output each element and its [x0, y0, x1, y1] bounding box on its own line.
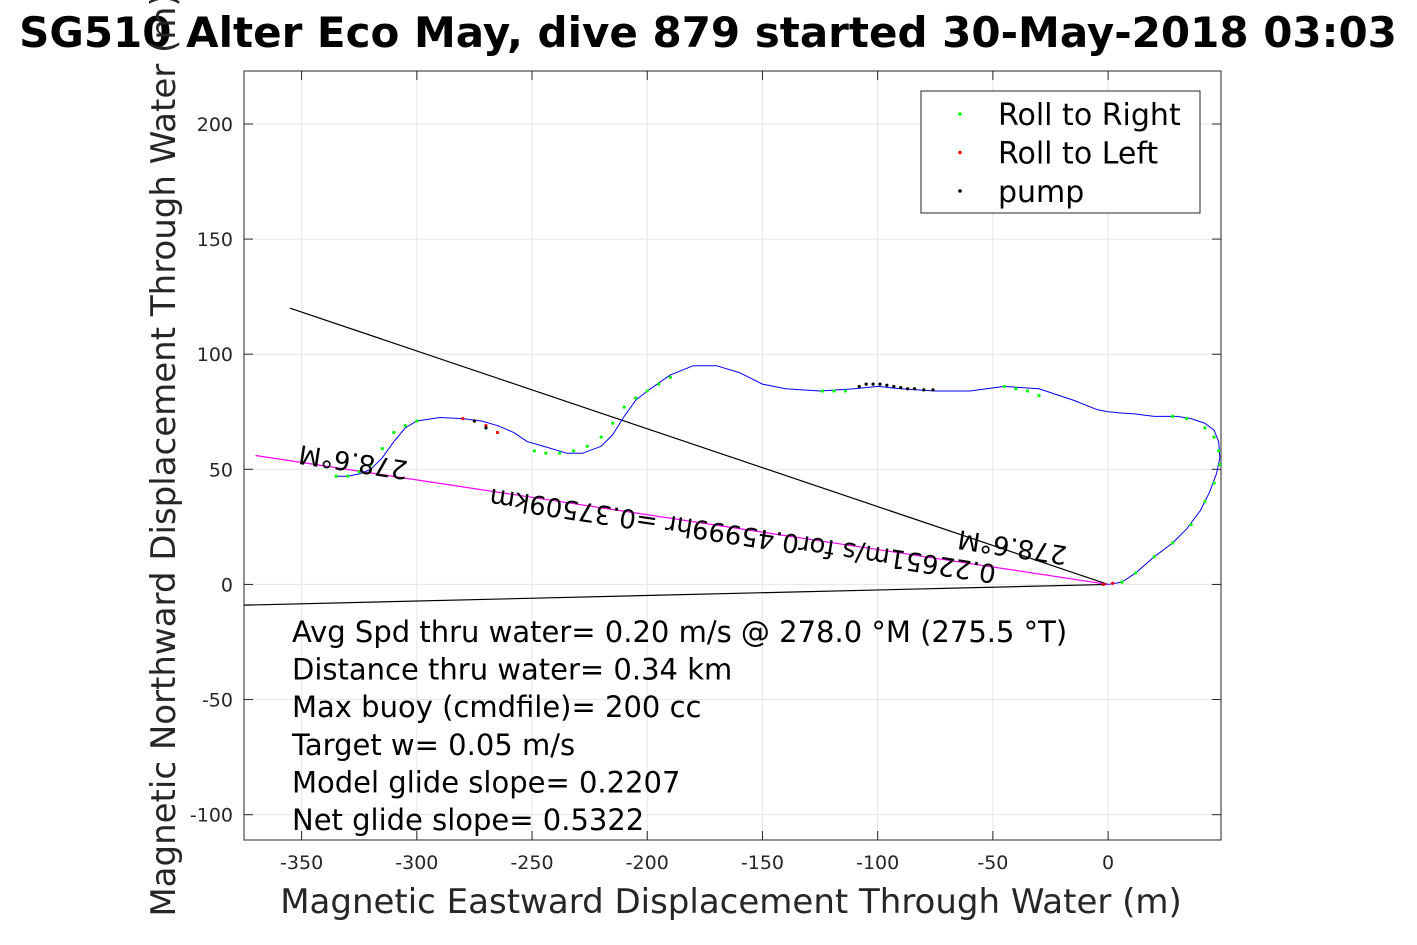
legend-marker	[958, 189, 962, 193]
roll-right-point	[1171, 541, 1175, 545]
roll-right-point	[843, 389, 848, 393]
axes-box	[243, 70, 1222, 841]
x-axis-label: Magnetic Eastward Displacement Through W…	[280, 882, 1182, 922]
roll-right-point	[1217, 449, 1221, 453]
pump-point	[906, 387, 910, 391]
x-tick-label: -50	[977, 852, 1008, 874]
y-tick-label: 200	[197, 114, 233, 136]
pump-point	[878, 382, 882, 386]
stats-line: Net glide slope= 0.5322	[292, 803, 644, 837]
roll-left-point	[461, 417, 465, 421]
roll-right-point	[369, 463, 373, 467]
roll-right-point	[544, 451, 548, 455]
x-tick-label: -150	[741, 852, 784, 874]
roll-right-point	[357, 470, 361, 474]
x-tick-label: 0	[1102, 852, 1114, 874]
y-tick-label: 50	[209, 459, 233, 481]
y-tick-label: -100	[190, 805, 233, 827]
y-tick-label: 0	[221, 574, 233, 596]
roll-right-point	[334, 474, 338, 478]
stats-line: Model glide slope= 0.2207	[292, 765, 680, 799]
roll-left-point	[1101, 582, 1106, 587]
roll-right-point	[611, 421, 615, 425]
pump-point	[484, 426, 488, 430]
roll-left-point	[1111, 581, 1115, 585]
x-tick-label: -250	[510, 852, 553, 874]
pump-point	[871, 382, 875, 386]
x-tick-label: -100	[856, 852, 899, 874]
roll-right-point	[346, 474, 350, 478]
stats-line: Target w= 0.05 m/s	[291, 728, 575, 762]
roll-right-point	[1218, 463, 1221, 467]
legend-marker	[958, 150, 962, 155]
roll-right-point	[1025, 389, 1030, 393]
roll-right-point	[558, 451, 562, 455]
roll-right-point	[657, 382, 661, 386]
roll-right-point	[1212, 435, 1216, 439]
roll-right-point	[1120, 580, 1124, 584]
roll-right-point	[392, 430, 396, 435]
heading-line-upper	[289, 307, 1109, 586]
plot-content	[244, 307, 1221, 606]
pump-point	[912, 387, 917, 391]
stats-line: Distance thru water= 0.34 km	[292, 653, 732, 687]
roll-right-point	[532, 449, 536, 453]
stats-line: Max buoy (cmdfile)= 200 cc	[292, 690, 701, 724]
roll-right-point	[1134, 571, 1138, 575]
roll-right-point	[585, 444, 589, 448]
roll-right-point	[1037, 394, 1041, 398]
roll-right-point	[634, 396, 638, 400]
legend-label: Roll to Left	[998, 137, 1158, 172]
legend-label: pump	[998, 175, 1084, 210]
x-tick-label: -300	[395, 852, 438, 874]
y-tick-label: 100	[197, 344, 233, 366]
roll-right-point	[1203, 499, 1207, 504]
legend-label: Roll to Right	[998, 98, 1181, 133]
y-tick-label: 150	[197, 229, 233, 251]
roll-right-point	[599, 435, 603, 439]
y-axis-label: Magnetic Northward Displacement Through …	[144, 0, 184, 917]
roll-right-point	[1189, 522, 1193, 527]
heading-line-lower	[244, 583, 1109, 606]
roll-right-point	[1184, 417, 1189, 421]
stats-line: Avg Spd thru water= 0.20 m/s @ 278.0 °M …	[292, 615, 1067, 649]
roll-left-point	[484, 423, 488, 428]
roll-right-point	[668, 375, 672, 379]
pump-point	[864, 382, 868, 386]
x-tick-label: -350	[280, 852, 323, 874]
roll-right-point	[403, 423, 407, 428]
pump-point	[922, 388, 926, 392]
legend-marker	[958, 112, 962, 116]
roll-right-point	[1002, 384, 1007, 389]
roll-right-point	[415, 419, 419, 423]
roll-right-point	[1014, 387, 1018, 391]
pump-point	[892, 384, 896, 389]
pump-point	[857, 384, 861, 389]
chart-title: SG510 Alter Eco May, dive 879 started 30…	[19, 8, 1397, 57]
roll-right-point	[645, 389, 649, 393]
roll-right-point	[571, 449, 576, 453]
y-tick-label: -50	[202, 690, 233, 712]
roll-right-point	[1203, 426, 1207, 430]
pump-point	[899, 385, 903, 390]
roll-right-point	[1152, 555, 1156, 559]
pump-point	[931, 388, 935, 392]
roll-right-point	[622, 405, 626, 409]
legend-box	[920, 90, 1201, 214]
pump-point	[472, 419, 477, 423]
roll-right-point	[380, 446, 384, 451]
roll-left-point	[495, 430, 500, 435]
roll-right-point	[832, 389, 836, 393]
roll-right-point	[820, 389, 824, 393]
pump-point	[885, 383, 889, 387]
net-displacement-line	[255, 454, 1109, 586]
roll-right-point	[1212, 481, 1216, 485]
x-tick-label: -200	[626, 852, 669, 874]
roll-right-point	[1171, 414, 1175, 418]
